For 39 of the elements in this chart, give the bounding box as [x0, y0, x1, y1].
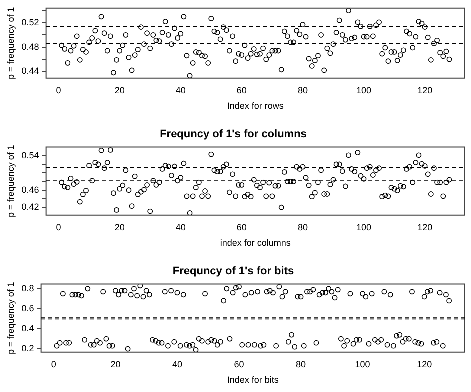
x-tick-label: 80: [298, 222, 308, 232]
x-tick-label: 100: [356, 85, 372, 96]
x-axis-title: Index for bits: [227, 375, 280, 386]
y-tick-label: 0.52: [22, 17, 40, 28]
x-tick-label: 20: [110, 359, 121, 370]
y-tick-label: 0.46: [22, 184, 40, 195]
x-tick-label: 0: [56, 85, 62, 96]
x-tick-label: 60: [236, 222, 247, 232]
x-tick-label: 80: [298, 85, 308, 96]
y-tick-label: 0.48: [22, 42, 40, 52]
y-tick-label: 0.8: [22, 283, 34, 294]
chart-title: Frequncy of 1's for columns: [160, 128, 307, 141]
x-tick-label: 80: [296, 359, 306, 370]
x-tick-label: 120: [418, 85, 433, 96]
x-tick-label: 100: [356, 222, 372, 232]
chart-title: Frequncy of 1's for bits: [172, 266, 294, 278]
y-tick-label: 0.2: [22, 344, 34, 354]
y-tick-label: 0.4: [22, 324, 34, 334]
y-axis-title: p = frequency of 1: [6, 7, 16, 80]
y-tick-label: 0.6: [22, 303, 34, 314]
x-tick-label: 120: [417, 359, 432, 370]
y-tick-label: 0.44: [22, 66, 40, 76]
x-tick-label: 100: [355, 359, 370, 370]
x-tick-label: 60: [234, 359, 244, 370]
x-tick-label: 40: [176, 222, 186, 232]
x-tick-label: 120: [418, 222, 433, 232]
x-tick-label: 0: [56, 222, 62, 232]
x-tick-label: 0: [51, 359, 56, 370]
x-axis-title: Index for rows: [227, 101, 284, 112]
x-tick-label: 40: [176, 85, 186, 96]
y-tick-label: 0.54: [22, 150, 40, 160]
y-axis-title: p = frequency of 1: [6, 282, 16, 354]
x-tick-label: 20: [114, 85, 125, 96]
x-tick-label: 40: [172, 359, 182, 370]
x-tick-label: 60: [236, 85, 247, 96]
y-axis-title: p = frequency of 1: [6, 145, 16, 218]
x-tick-label: 20: [114, 222, 125, 232]
x-axis-title: index for columns: [220, 238, 292, 248]
y-tick-label: 0.42: [22, 202, 40, 212]
